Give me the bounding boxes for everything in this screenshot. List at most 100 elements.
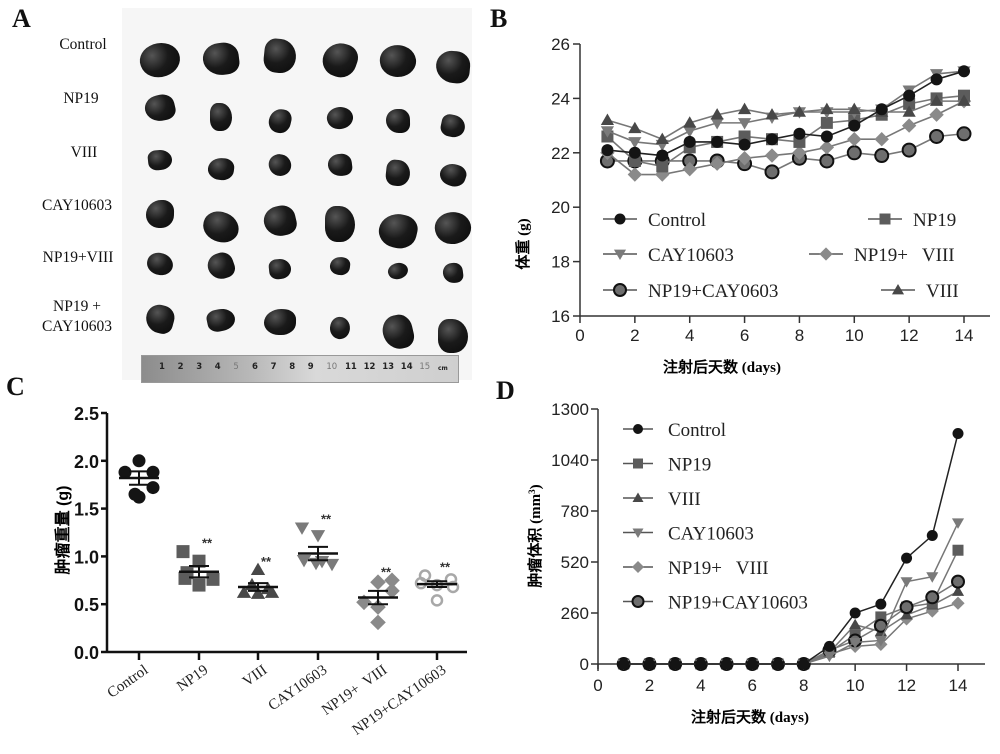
chart-b-x-label: 注射后天数 (days): [663, 358, 781, 376]
tumor-photo: Control NP19 VIII CAY10603 NP19+VIII NP1…: [0, 0, 480, 390]
data-point: [628, 146, 641, 159]
y-tick-label: 26: [551, 35, 570, 54]
x-tick-label: 4: [685, 326, 694, 345]
data-point: [847, 132, 862, 147]
data-point: [655, 132, 669, 144]
ruler-number: 4: [214, 362, 221, 372]
legend-marker: [613, 249, 627, 261]
panel-letter-d: D: [496, 376, 515, 405]
legend-marker: [819, 247, 833, 261]
data-point: [737, 118, 752, 130]
data-point: [766, 133, 778, 146]
y-tick-label: 18: [551, 253, 570, 272]
tumor-specimen: [210, 103, 232, 131]
data-point: [819, 153, 835, 169]
legend-label: Control: [648, 210, 706, 231]
data-point: [600, 126, 615, 138]
ruler-number: 1: [159, 362, 165, 372]
legend-item: VIII: [881, 281, 959, 302]
data-point: [929, 94, 944, 106]
data-point: [628, 137, 642, 149]
y-tick-label: 22: [551, 144, 570, 163]
ruler-number: 8: [289, 362, 296, 372]
data-point: [956, 126, 972, 142]
data-point: [820, 116, 833, 129]
series-viii: [600, 94, 971, 144]
legend-label: NP19+ VIII: [854, 245, 955, 266]
legend-item: CAY10603: [603, 245, 734, 266]
data-point: [820, 102, 834, 115]
legend-item: NP19+ VIII: [809, 245, 955, 266]
data-point: [930, 73, 943, 86]
data-point: [847, 102, 861, 115]
data-point: [957, 94, 971, 106]
x-tick-label: 8: [795, 326, 804, 345]
data-point: [903, 89, 916, 102]
ruler-number: 14: [400, 362, 413, 372]
ruler-number: 3: [196, 362, 203, 372]
data-point: [929, 128, 945, 144]
data-point: [819, 140, 835, 155]
ruler-number: 12: [363, 362, 376, 372]
data-point: [656, 149, 669, 162]
row-label-np19-cay-line1: NP19 +: [53, 298, 101, 315]
data-point: [600, 113, 615, 125]
legend-marker: [879, 213, 891, 225]
data-point: [627, 167, 643, 182]
y-tick-label: 16: [551, 307, 570, 326]
data-point: [765, 108, 779, 120]
panel-letter-c: C: [6, 372, 25, 401]
x-tick-label: 6: [740, 326, 749, 345]
data-point: [792, 145, 807, 160]
data-point: [656, 160, 669, 173]
y-tick-label: 20: [551, 198, 570, 217]
ruler-number: 11: [345, 362, 357, 372]
data-point: [710, 118, 724, 130]
data-point: [628, 121, 642, 134]
y-tick-label: 24: [551, 89, 570, 108]
data-point: [764, 164, 780, 180]
data-point: [793, 127, 806, 140]
tumor-specimen: [438, 319, 468, 353]
ruler-number: 15: [419, 362, 431, 372]
row-label-viii: VIII: [70, 144, 98, 161]
panel-letter-b: B: [490, 4, 508, 33]
data-point: [655, 167, 670, 182]
row-label-np19: NP19: [63, 90, 99, 107]
legend-label: VIII: [926, 281, 959, 302]
data-point: [709, 156, 725, 171]
series-np19-viii: [600, 93, 972, 182]
x-tick-label: 12: [900, 326, 919, 345]
x-tick-label: 14: [955, 326, 974, 345]
ruler-number: 6: [252, 362, 258, 372]
ruler-number: 10: [326, 362, 338, 372]
data-point: [711, 135, 724, 148]
data-point: [764, 148, 780, 163]
legend-label: CAY10603: [648, 245, 734, 266]
legend-label: NP19: [913, 210, 956, 231]
data-point: [875, 103, 888, 116]
data-point: [738, 138, 751, 151]
chart-b-y-label: 体重 (g): [514, 218, 532, 269]
data-point: [902, 105, 916, 117]
data-point: [683, 135, 696, 148]
ruler: 1 2 3 4 5 6 7 8 9 10 11 12 13 14 15 cm: [141, 355, 459, 383]
data-point: [901, 118, 917, 133]
ruler-unit: cm: [438, 365, 448, 372]
x-tick-label: 2: [630, 326, 639, 345]
row-label-cay10603: CAY10603: [41, 197, 113, 214]
ruler-number: 13: [382, 362, 395, 372]
data-point: [737, 102, 752, 115]
row-label-np19-viii: NP19+VIII: [42, 249, 114, 266]
data-point: [710, 108, 724, 120]
panel-letter-a: A: [12, 4, 31, 33]
legend-item: Control: [603, 210, 706, 231]
series-line: [607, 100, 964, 141]
row-label-np19-cay-line2: CAY10603: [41, 318, 113, 335]
data-point: [901, 142, 917, 158]
data-point: [683, 116, 697, 128]
legend-label: NP19+CAY0603: [648, 281, 778, 302]
data-point: [737, 151, 752, 166]
data-point: [929, 107, 944, 122]
